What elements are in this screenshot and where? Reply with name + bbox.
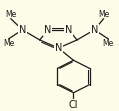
Text: N: N <box>55 43 62 53</box>
Text: N: N <box>65 25 72 35</box>
Text: N: N <box>91 25 98 35</box>
Text: Me: Me <box>98 10 109 19</box>
Text: Me: Me <box>103 39 114 48</box>
Text: N: N <box>19 25 26 35</box>
Text: N: N <box>44 25 52 35</box>
Text: Me: Me <box>5 10 16 19</box>
Text: Me: Me <box>3 39 14 48</box>
Text: Cl: Cl <box>69 100 78 110</box>
